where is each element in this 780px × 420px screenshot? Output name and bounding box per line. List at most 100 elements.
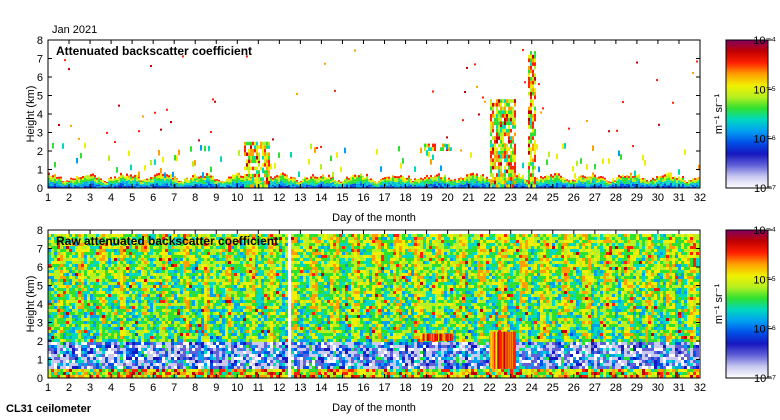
- heat-cell: [165, 303, 168, 306]
- heat-cell: [129, 345, 132, 348]
- heat-cell: [546, 181, 548, 184]
- heat-cell: [132, 333, 135, 336]
- heat-cell: [90, 324, 93, 327]
- heat-cell: [90, 297, 93, 300]
- heat-cell: [126, 324, 129, 327]
- heat-cell: [96, 300, 99, 303]
- heat-cell: [48, 246, 51, 249]
- heat-cell: [508, 154, 510, 159]
- heat-cell: [174, 318, 177, 321]
- heat-cell: [500, 184, 502, 188]
- heat-cell: [144, 273, 147, 276]
- heat-cell: [75, 375, 78, 378]
- heat-cell: [382, 179, 384, 182]
- heat-cell: [332, 180, 334, 183]
- heat-cell: [278, 175, 280, 178]
- heat-cell: [60, 324, 63, 327]
- heat-cell: [106, 185, 108, 187]
- heat-cell: [202, 181, 204, 184]
- heat-cell: [100, 183, 102, 185]
- heat-cell: [490, 117, 492, 122]
- heat-cell: [512, 147, 514, 151]
- heat-cell: [51, 288, 54, 291]
- heat-cell: [162, 183, 164, 186]
- heat-cell: [48, 318, 51, 321]
- heat-cell: [430, 147, 432, 151]
- heat-cell: [90, 181, 92, 184]
- heat-cell: [282, 180, 284, 183]
- heat-cell: [153, 291, 156, 294]
- heat-cell: [166, 183, 168, 186]
- heat-cell: [147, 282, 150, 285]
- heat-cell: [153, 351, 156, 354]
- heat-cell: [268, 163, 270, 167]
- heat-cell: [159, 273, 162, 276]
- heat-cell: [494, 151, 496, 155]
- heat-cell: [72, 273, 75, 276]
- heat-cell: [72, 336, 75, 339]
- heat-cell: [135, 261, 138, 264]
- heat-cell: [510, 151, 512, 155]
- heat-cell: [588, 176, 590, 179]
- heat-cell: [112, 180, 114, 183]
- heat-cell: [108, 261, 111, 264]
- heat-cell: [570, 186, 572, 188]
- heat-cell: [316, 184, 318, 187]
- heat-cell: [156, 372, 159, 375]
- heat-cell: [174, 249, 177, 252]
- heat-cell: [96, 306, 99, 309]
- heat-cell: [570, 181, 572, 183]
- heat-cell: [105, 234, 108, 237]
- heat-cell: [105, 318, 108, 321]
- heat-cell: [228, 184, 230, 187]
- heat-cell: [216, 186, 218, 188]
- heat-cell: [183, 297, 186, 300]
- heat-cell: [171, 318, 174, 321]
- heat-cell: [444, 179, 446, 182]
- heat-cell: [75, 300, 78, 303]
- heat-cell: [111, 285, 114, 288]
- heat-cell: [574, 185, 576, 187]
- heat-cell: [168, 175, 170, 178]
- heat-cell: [200, 175, 202, 178]
- heat-cell: [54, 178, 56, 182]
- heat-cell: [87, 357, 90, 360]
- heat-cell: [534, 65, 536, 70]
- heat-cell: [159, 342, 162, 345]
- heat-cell: [120, 372, 123, 375]
- heat-cell: [156, 342, 159, 345]
- heat-cell: [66, 240, 69, 243]
- heat-cell: [171, 369, 174, 372]
- heat-cell: [69, 315, 72, 318]
- heat-cell: [72, 372, 75, 375]
- heat-cell: [69, 366, 72, 369]
- heat-cell: [450, 179, 452, 182]
- heat-cell: [632, 180, 634, 183]
- heat-cell: [114, 246, 117, 249]
- heat-cell: [242, 176, 244, 179]
- heat-cell: [60, 186, 62, 188]
- heat-cell: [114, 243, 117, 246]
- heat-cell: [422, 184, 424, 187]
- heat-cell: [138, 330, 141, 333]
- heat-cell: [171, 291, 174, 294]
- heat-cell: [126, 327, 129, 330]
- heat-cell: [156, 321, 159, 324]
- heat-cell: [117, 243, 120, 246]
- heat-cell: [404, 179, 406, 182]
- heat-cell: [105, 309, 108, 312]
- heat-cell: [162, 351, 165, 354]
- heat-cell: [402, 158, 404, 164]
- heat-cell: [102, 273, 105, 276]
- heat-cell: [93, 267, 96, 270]
- heat-cell: [240, 175, 242, 178]
- heat-cell: [266, 173, 268, 178]
- heat-cell: [141, 357, 144, 360]
- heat-cell: [668, 182, 670, 186]
- heat-cell: [528, 184, 530, 188]
- heat-cell: [398, 182, 400, 185]
- heat-cell: [72, 303, 75, 306]
- heat-cell: [60, 279, 63, 282]
- heat-cell: [120, 324, 123, 327]
- heat-cell: [123, 267, 126, 270]
